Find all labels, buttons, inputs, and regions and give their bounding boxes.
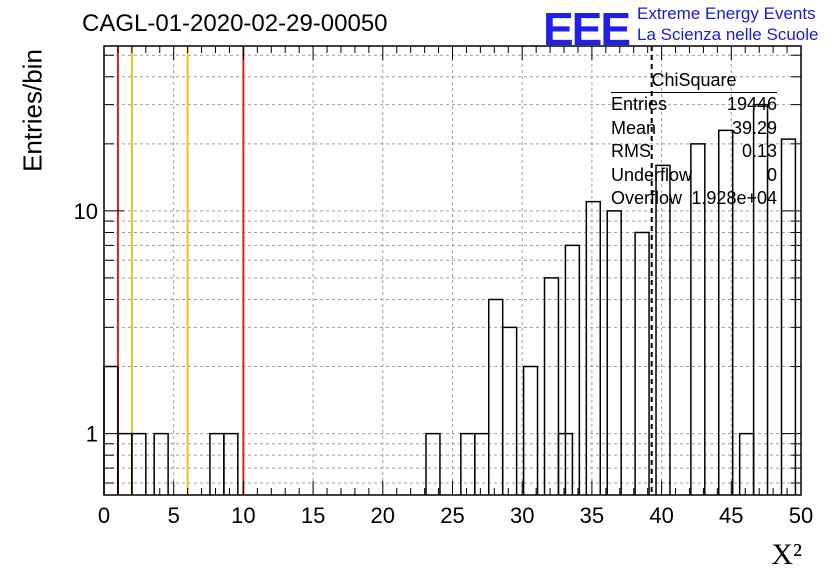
x-axis-ticks: 0 5 10 15 20 25 30 35 40 45 50: [98, 46, 813, 528]
x-tick-label: 45: [719, 503, 743, 528]
stats-label: Underflow: [611, 164, 693, 185]
histogram-bar: [501, 326, 518, 495]
y-axis-ticks: 1 10: [74, 54, 801, 484]
stats-box: ChiSquare Entries 19446 Mean 39.29 RMS 0.13…: [611, 70, 777, 211]
histogram-bar: [103, 365, 119, 495]
eee-logo: EEE: [543, 3, 631, 55]
logo-text-line2: La Scienza nelle Scuole: [637, 25, 819, 44]
stats-label: Mean: [611, 117, 657, 138]
histogram-bar: [543, 277, 560, 495]
histogram-bar: [655, 164, 671, 495]
x-tick-label: 10: [231, 503, 255, 528]
stats-row-mean: Mean 39.29: [611, 117, 777, 141]
x-tick-label: 50: [789, 503, 813, 528]
histogram-bar: [738, 432, 755, 495]
stats-value: 39.29: [731, 117, 777, 138]
histogram-bar: [522, 365, 539, 495]
x-tick-label: 35: [580, 503, 604, 528]
histogram-bar: [223, 432, 239, 495]
stats-row-underflow: Underflow 0: [611, 164, 777, 188]
histogram-bar: [117, 432, 133, 495]
histogram-bar: [690, 143, 706, 495]
stats-row-rms: RMS 0.13: [611, 140, 777, 164]
stats-label: RMS: [611, 141, 651, 161]
stats-row-entries: Entries 19446: [611, 93, 777, 117]
stats-row-overflow: Overflow 1.928e+04: [611, 187, 777, 211]
x-tick-label: 20: [371, 503, 395, 528]
y-tick-label: 10: [74, 199, 98, 224]
stats-value: 1.928e+04: [691, 188, 777, 208]
histogram-bar: [564, 244, 581, 495]
histogram-bar: [131, 432, 147, 495]
x-tick-label: 25: [440, 503, 464, 528]
threshold-lines: [116, 46, 245, 495]
x-tick-label: 40: [649, 503, 673, 528]
stats-value: 0.13: [741, 141, 777, 161]
y-axis-label: Entries/bin: [17, 49, 48, 172]
histogram-bars: [103, 103, 797, 495]
stats-value: 19446: [726, 94, 777, 114]
histogram-bar: [209, 432, 225, 495]
grid-lines: [104, 46, 801, 495]
x-tick-label: 15: [301, 503, 325, 528]
stats-label: Overflow: [611, 188, 683, 208]
histogram-bar: [460, 432, 476, 495]
x-tick-label: 0: [98, 503, 110, 528]
histogram-bar: [585, 200, 602, 495]
stats-title: ChiSquare: [611, 70, 777, 93]
chart-title: CAGL-01-2020-02-29-00050: [82, 10, 388, 37]
histogram-bar: [718, 129, 734, 495]
logo-text-line1: Extreme Energy Events: [637, 4, 816, 23]
histogram-bar: [474, 432, 490, 495]
stats-value: 0: [766, 164, 777, 185]
x-tick-label: 5: [168, 503, 180, 528]
histogram-bar: [153, 432, 169, 495]
histogram-bar: [780, 138, 797, 495]
histogram-bar: [634, 231, 650, 495]
x-axis-label: X²: [771, 538, 802, 571]
x-tick-label: 30: [510, 503, 534, 528]
histogram-bar: [487, 298, 504, 495]
histogram-bar: [425, 432, 441, 495]
y-tick-label: 1: [86, 422, 98, 447]
stats-label: Entries: [611, 94, 668, 114]
histogram-bar: [752, 103, 769, 495]
histogram-bar: [606, 210, 622, 495]
